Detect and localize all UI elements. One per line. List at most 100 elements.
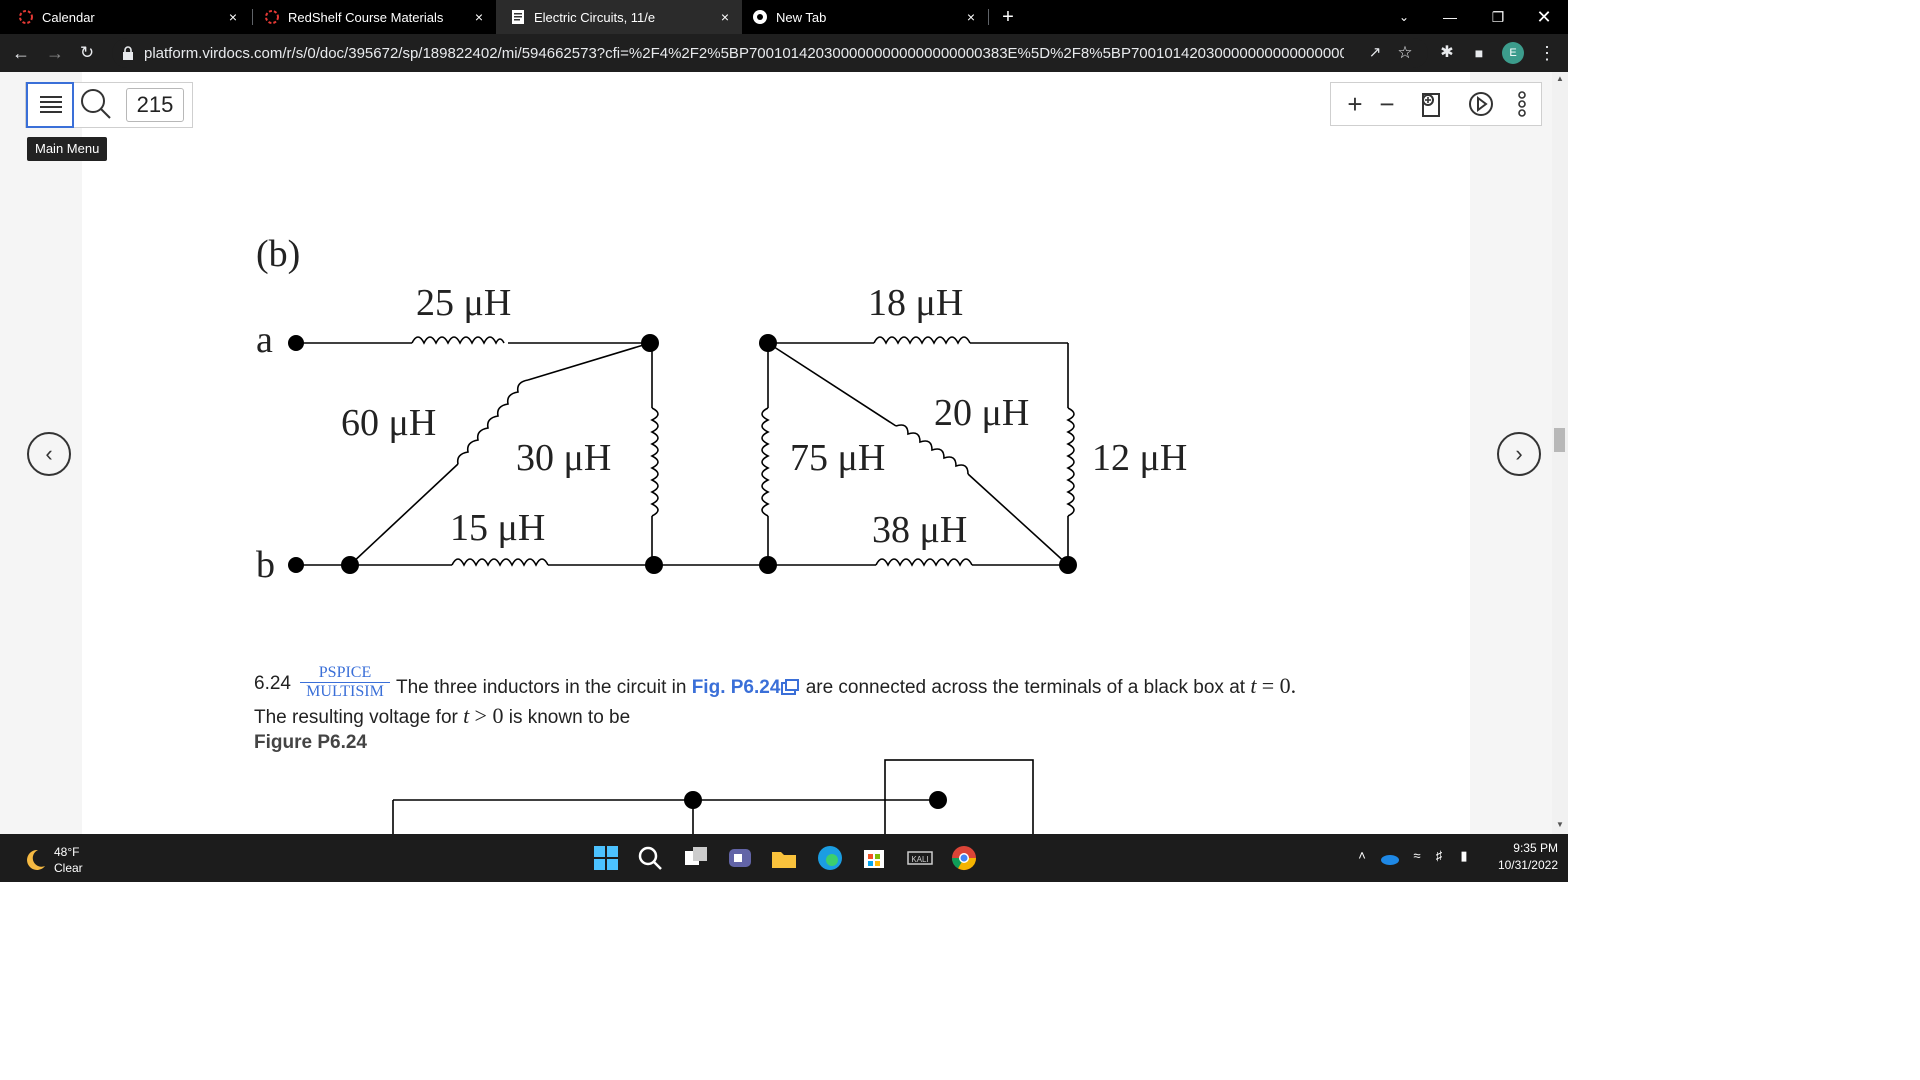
side-panel-icon[interactable]: ■	[1474, 45, 1484, 61]
close-icon[interactable]: ×	[720, 9, 730, 25]
share-icon[interactable]: ↗	[1368, 44, 1382, 61]
bookmark-star-icon[interactable]: ☆	[1397, 43, 1413, 62]
clock-date: 10/31/2022	[1497, 858, 1558, 872]
inductor-12uh-label: 12 μH	[1092, 437, 1187, 479]
inductor-30uh-label: 30 μH	[516, 437, 611, 479]
minimize-button[interactable]: —	[1443, 9, 1457, 25]
onedrive-icon[interactable]	[1380, 848, 1400, 868]
search-icon[interactable]	[78, 86, 114, 122]
problem-number: 6.24	[254, 673, 291, 694]
svg-text:KALI: KALI	[911, 855, 928, 864]
inductor-20uh-label: 20 μH	[934, 392, 1029, 434]
lock-icon	[123, 46, 133, 60]
book-icon	[512, 10, 524, 24]
wifi-icon[interactable]: ≈	[1413, 848, 1421, 863]
tab-title: Electric Circuits, 11/e	[534, 9, 656, 25]
redshelf-icon	[19, 10, 33, 24]
inductor-25uh-label: 25 μH	[416, 282, 511, 324]
inductor-60uh-label: 60 μH	[341, 402, 436, 444]
zoom-in-button[interactable]: +	[1347, 89, 1363, 119]
weather-condition: Clear	[54, 861, 83, 875]
new-tab-button[interactable]: +	[1002, 6, 1014, 28]
next-page-button[interactable]: ›	[1497, 432, 1541, 476]
tray-overflow-chevron-icon[interactable]: ˄	[1358, 848, 1366, 863]
reader-toolbar-right	[1330, 82, 1542, 126]
close-icon[interactable]: ×	[474, 9, 484, 25]
pspice-multisim-tag[interactable]: PSPICE MULTISIM	[300, 665, 390, 700]
problem-line-2: The resulting voltage for t > 0 is known…	[254, 703, 631, 728]
clock-time: 9:35 PM	[1513, 841, 1558, 855]
inductor-75uh-label: 75 μH	[790, 437, 885, 479]
terminal-a-node	[288, 335, 304, 351]
back-arrow-icon[interactable]: ←	[12, 43, 30, 63]
search-icon[interactable]	[636, 844, 664, 872]
scroll-down-arrow-icon[interactable]: ▼	[1556, 820, 1564, 829]
more-menu-icon[interactable]: ⋮	[1538, 43, 1556, 63]
tab-redshelf[interactable]: RedShelf Course Materials ×	[246, 0, 496, 34]
taskbar: 48°F Clear KALI ˄ ≈ ♯ ▮ 9:35 PM 10/31/20…	[0, 834, 1568, 882]
pspice-tag: PSPICE	[318, 664, 372, 681]
chat-icon[interactable]	[726, 844, 754, 872]
inductor-38uh-label: 38 μH	[872, 509, 967, 551]
circuit-figure: (b) a b 25 μH 60 μH 30 μH 15 μH 18 μH 20…	[256, 233, 1187, 582]
terminal-a-label: a	[256, 319, 273, 361]
terminal-b-node	[288, 557, 304, 573]
tab-separator	[988, 9, 989, 25]
terminal-b-label: b	[256, 544, 275, 582]
battery-icon[interactable]: ▮	[1460, 848, 1468, 863]
add-bookmark-icon[interactable]	[1416, 86, 1446, 122]
tab-separator	[252, 9, 253, 25]
tab-new-tab[interactable]: New Tab ×	[742, 0, 988, 34]
scrollbar[interactable]	[1552, 72, 1568, 834]
previous-page-button[interactable]: ‹	[27, 432, 71, 476]
clock[interactable]: 9:35 PM 10/31/2022	[1484, 840, 1558, 874]
kali-icon[interactable]: KALI	[906, 844, 934, 872]
multisim-tag: MULTISIM	[306, 683, 384, 700]
figure-label: (b)	[256, 233, 300, 275]
url-text[interactable]: platform.virdocs.com/r/s/0/doc/395672/sp…	[144, 44, 1344, 62]
figure-p6-24-partial	[392, 759, 1034, 834]
file-explorer-icon[interactable]	[770, 844, 798, 872]
close-icon[interactable]: ×	[966, 9, 976, 25]
scroll-up-arrow-icon[interactable]: ▲	[1556, 74, 1564, 83]
figure-popup-icon[interactable]	[780, 679, 800, 695]
tab-calendar[interactable]: Calendar ×	[0, 0, 250, 34]
zoom-out-button[interactable]: −	[1379, 89, 1395, 119]
figure-link[interactable]: Fig. P6.24	[691, 677, 781, 698]
page-number-input[interactable]: 215	[126, 88, 184, 122]
main-menu-button[interactable]	[26, 82, 74, 128]
weather-widget[interactable]: 48°F Clear	[22, 844, 83, 876]
profile-avatar[interactable]: E	[1502, 42, 1524, 64]
volume-muted-icon[interactable]: ♯	[1435, 848, 1443, 863]
reload-icon[interactable]: ↻	[79, 43, 95, 62]
play-audio-icon[interactable]	[1466, 86, 1496, 122]
chrome-icon	[753, 10, 767, 24]
more-options-icon[interactable]	[1512, 86, 1532, 122]
window-close-button[interactable]: ✕	[1536, 7, 1552, 27]
tab-title: RedShelf Course Materials	[288, 9, 444, 25]
temperature: 48°F	[54, 845, 80, 859]
browser-toolbar: ← → ↻ platform.virdocs.com/r/s/0/doc/395…	[0, 34, 1568, 72]
chrome-icon[interactable]	[950, 844, 978, 872]
reader-area: ▲ ▼ 215 Main Menu + − ‹ ›	[0, 72, 1568, 834]
tab-electric-circuits[interactable]: Electric Circuits, 11/e ×	[496, 0, 742, 34]
inductor-15uh-label: 15 μH	[450, 507, 545, 549]
store-icon[interactable]	[860, 844, 888, 872]
extensions-puzzle-icon[interactable]: ✱	[1440, 44, 1454, 61]
forward-arrow-icon[interactable]: →	[46, 43, 64, 63]
scroll-thumb[interactable]	[1554, 428, 1565, 452]
redshelf-icon	[265, 10, 279, 24]
tab-title: Calendar	[42, 9, 95, 25]
windows-start-icon[interactable]	[592, 844, 620, 872]
task-view-icon[interactable]	[682, 844, 710, 872]
address-bar[interactable]: platform.virdocs.com/r/s/0/doc/395672/sp…	[112, 38, 1428, 68]
problem-line-1: The three inductors in the circuit in Fi…	[396, 673, 1297, 698]
close-icon[interactable]: ×	[228, 9, 238, 25]
inductor-18uh-label: 18 μH	[868, 282, 963, 324]
edge-icon[interactable]	[816, 844, 844, 872]
tab-search-button[interactable]: ⌄	[1398, 10, 1410, 24]
restore-button[interactable]: ❐	[1491, 9, 1505, 25]
figure-caption: Figure P6.24	[254, 732, 367, 753]
tab-title: New Tab	[776, 9, 827, 25]
moon-icon	[27, 849, 45, 870]
